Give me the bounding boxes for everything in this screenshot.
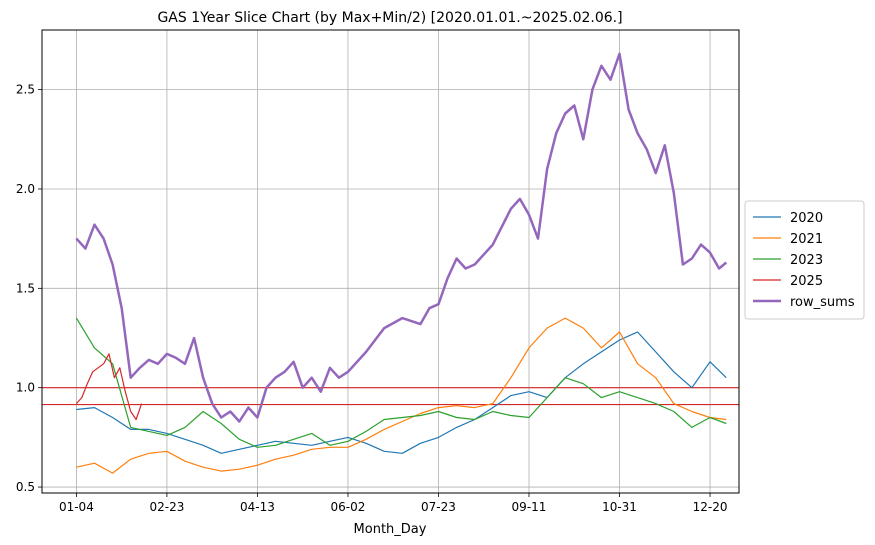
series-layer — [75, 52, 728, 474]
y-tick-label: 1.5 — [16, 281, 35, 295]
chart-title: GAS 1Year Slice Chart (by Max+Min/2) [20… — [157, 10, 622, 26]
x-axis-title: Month_Day — [354, 522, 427, 537]
legend-label: 2020 — [790, 211, 823, 226]
legend-label: 2021 — [790, 232, 823, 247]
legend-label: 2025 — [790, 274, 823, 289]
x-tick-label: 02-23 — [149, 500, 184, 514]
y-tick-label: 0.5 — [16, 480, 35, 494]
legend-label: row_sums — [790, 295, 855, 310]
plot-frame — [41, 29, 740, 494]
series-line-2025 — [75, 353, 143, 421]
x-tick-label: 06-02 — [331, 500, 366, 514]
y-tick-label: 2.5 — [16, 83, 35, 97]
x-tick-label: 12-20 — [693, 500, 728, 514]
y-tick-label: 1.0 — [16, 381, 35, 395]
y-tick-label: 2.0 — [16, 182, 35, 196]
legend-label: 2023 — [790, 253, 823, 268]
series-line-2023 — [75, 317, 727, 448]
x-tick-label: 09-11 — [512, 500, 547, 514]
x-tick-label: 01-04 — [59, 500, 94, 514]
series-line-2021 — [76, 317, 727, 474]
series-line-2020 — [76, 331, 727, 454]
series-line-row_sums — [75, 52, 728, 423]
x-tick-label: 10-31 — [602, 500, 637, 514]
legend-box — [744, 200, 865, 320]
x-axis: 01-04 02-23 04-13 06-02 07-23 09-11 10-31 12-20 — [59, 493, 728, 514]
x-tick-label: 07-23 — [421, 500, 456, 514]
reference-lines — [42, 387, 739, 406]
legend: 2020 2021 2023 2025 row_sums — [744, 200, 865, 320]
x-tick-label: 04-13 — [240, 500, 275, 514]
y-axis: 0.5 1.0 1.5 2.0 2.5 — [16, 83, 42, 494]
